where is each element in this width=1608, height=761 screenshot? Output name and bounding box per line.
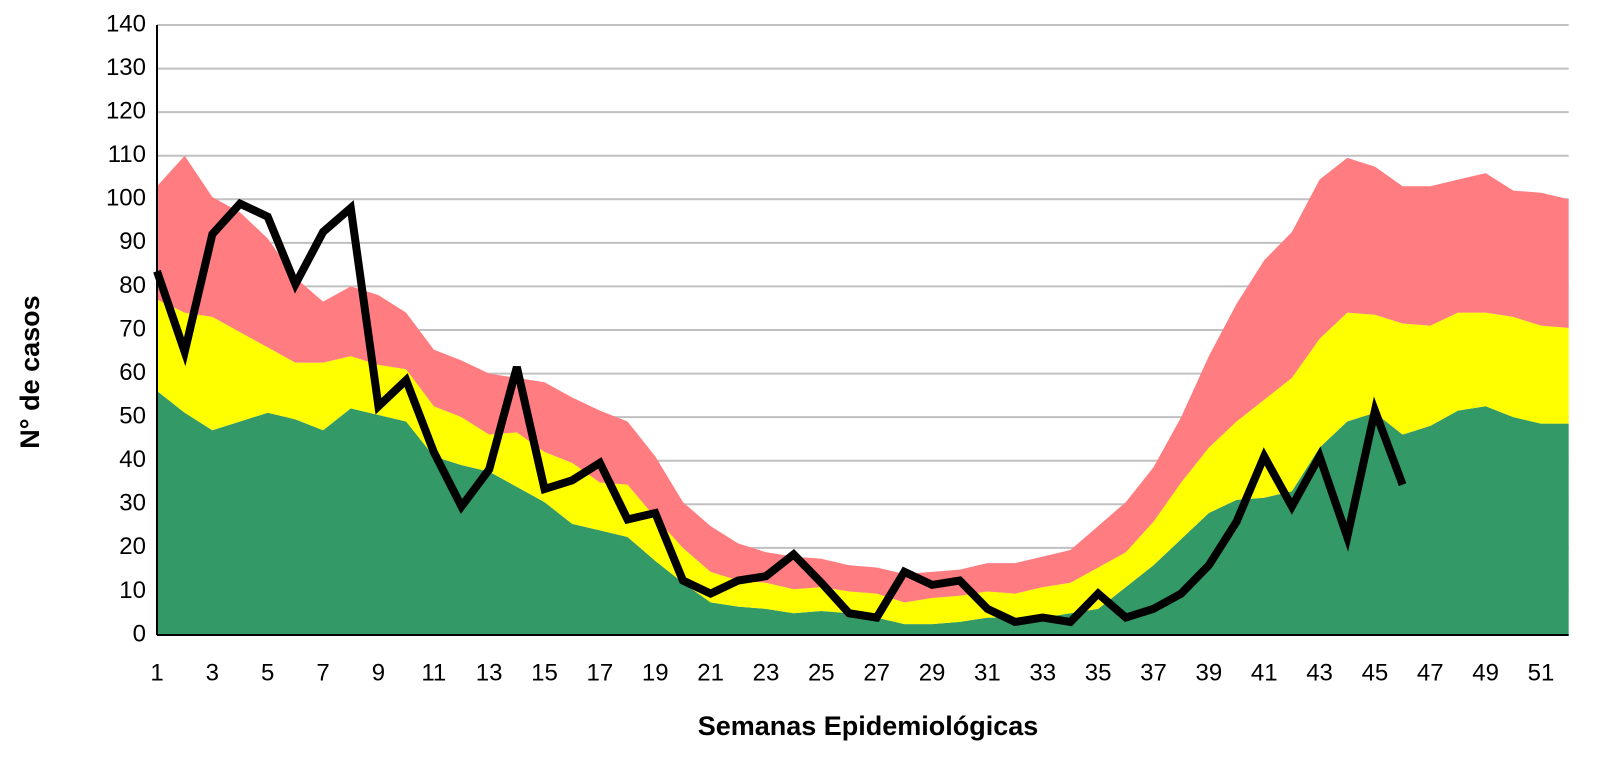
x-tick-label: 45 <box>1362 659 1389 686</box>
y-tick-label: 80 <box>119 272 146 299</box>
x-tick-label: 3 <box>206 659 219 686</box>
y-tick-label: 0 <box>133 620 146 647</box>
x-tick-label: 5 <box>261 659 274 686</box>
y-tick-label: 10 <box>119 577 146 604</box>
y-tick-label: 70 <box>119 315 146 342</box>
y-tick-label: 140 <box>106 10 146 37</box>
x-tick-label: 23 <box>753 659 780 686</box>
x-tick-label: 21 <box>697 659 724 686</box>
x-tick-label: 51 <box>1528 659 1555 686</box>
y-tick-label: 90 <box>119 228 146 255</box>
x-tick-label: 31 <box>974 659 1001 686</box>
x-tick-label: 19 <box>642 659 669 686</box>
x-tick-label: 9 <box>372 659 385 686</box>
x-tick-label: 17 <box>587 659 614 686</box>
y-tick-label: 30 <box>119 490 146 517</box>
x-tick-label: 47 <box>1417 659 1444 686</box>
x-tick-label: 7 <box>316 659 329 686</box>
x-tick-label: 39 <box>1195 659 1222 686</box>
x-tick-label: 35 <box>1085 659 1112 686</box>
y-axis-title: N° de casos <box>15 295 45 448</box>
y-tick-label: 110 <box>108 141 146 168</box>
line <box>153 198 1407 627</box>
area <box>157 391 1569 635</box>
x-tick-label: 11 <box>421 659 446 686</box>
y-tick-label: 50 <box>119 402 146 429</box>
x-tick-label: 13 <box>476 659 503 686</box>
x-tick-label: 25 <box>808 659 835 686</box>
y-tick-label: 100 <box>106 185 146 212</box>
x-axis-title: Semanas Epidemiológicas <box>698 711 1039 741</box>
y-tick-label: 20 <box>119 533 146 560</box>
x-tick-label: 41 <box>1251 659 1278 686</box>
area <box>157 299 1569 625</box>
y-tick-label: 130 <box>106 54 146 81</box>
y-tick-label: 40 <box>119 446 146 473</box>
x-tick-label: 29 <box>919 659 946 686</box>
x-tick-label: 27 <box>863 659 890 686</box>
x-tick-label: 49 <box>1472 659 1499 686</box>
area <box>157 155 1569 603</box>
y-tick-label: 120 <box>106 97 146 124</box>
x-tick-label: 37 <box>1140 659 1167 686</box>
x-tick-label: 33 <box>1029 659 1056 686</box>
x-tick-label: 1 <box>150 659 163 686</box>
x-tick-label: 15 <box>531 659 558 686</box>
x-tick-label: 43 <box>1306 659 1333 686</box>
y-tick-label: 60 <box>119 359 146 386</box>
